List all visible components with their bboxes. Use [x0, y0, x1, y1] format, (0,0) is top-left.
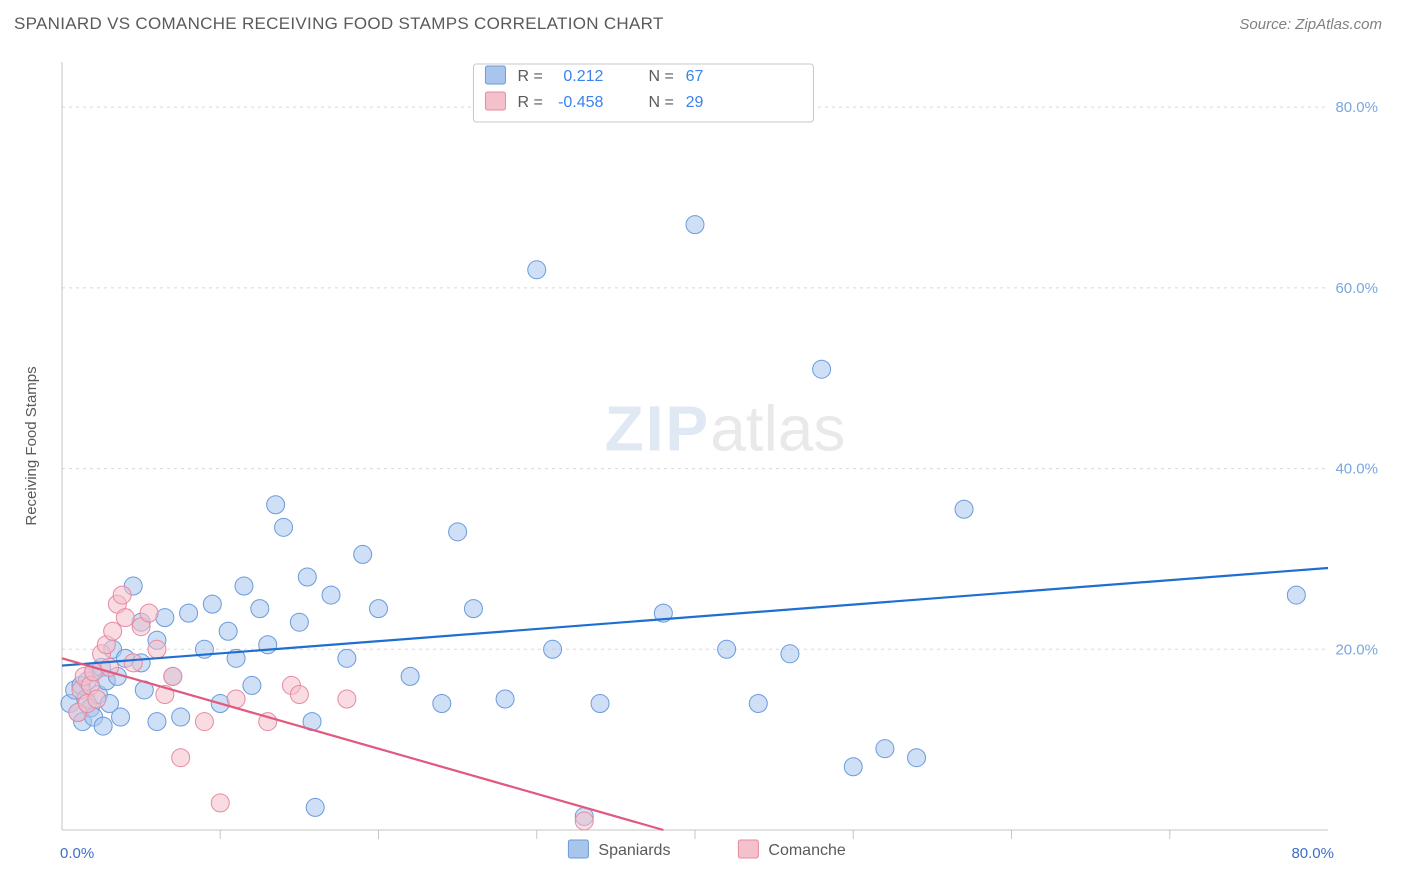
data-point	[251, 600, 269, 618]
legend-swatch	[485, 66, 505, 84]
data-point	[219, 622, 237, 640]
data-point	[290, 613, 308, 631]
data-point	[140, 604, 158, 622]
data-point	[290, 685, 308, 703]
data-point	[544, 640, 562, 658]
data-point	[172, 749, 190, 767]
legend-n-label: N =	[648, 94, 673, 111]
data-point	[370, 600, 388, 618]
y-axis-label: 60.0%	[1335, 280, 1378, 297]
data-point	[88, 690, 106, 708]
data-point	[180, 604, 198, 622]
data-point	[433, 695, 451, 713]
data-point	[781, 645, 799, 663]
data-point	[172, 708, 190, 726]
data-point	[113, 586, 131, 604]
data-point	[575, 812, 593, 830]
chart-container: ZIPatlas 0.0% 80.0% 20.0% 40.0% 60.0% 80.0% Rec…	[18, 48, 1388, 874]
regression-line	[62, 658, 663, 830]
legend-r-label: R =	[517, 94, 542, 111]
data-point	[464, 600, 482, 618]
data-point	[338, 690, 356, 708]
legend-r-label: R =	[517, 68, 542, 85]
data-point	[401, 667, 419, 685]
x-axis-label: 80.0%	[1291, 845, 1334, 862]
y-axis-label: 80.0%	[1335, 99, 1378, 116]
data-point	[354, 545, 372, 563]
data-point	[124, 654, 142, 672]
data-point	[496, 690, 514, 708]
correlation-scatter-chart: ZIPatlas 0.0% 80.0% 20.0% 40.0% 60.0% 80.0% Rec…	[18, 48, 1388, 874]
source-prefix: Source:	[1239, 16, 1295, 33]
data-point	[749, 695, 767, 713]
series-legend-swatch	[738, 840, 758, 858]
data-point	[148, 713, 166, 731]
legend-n-label: N =	[648, 68, 673, 85]
y-axis-label: 40.0%	[1335, 461, 1378, 478]
watermark: ZIPatlas	[605, 393, 846, 465]
data-point	[112, 708, 130, 726]
data-point	[104, 622, 122, 640]
legend-n-value: 67	[686, 68, 704, 85]
data-point	[908, 749, 926, 767]
data-point	[528, 261, 546, 279]
data-point	[844, 758, 862, 776]
data-point	[298, 568, 316, 586]
data-point	[211, 794, 229, 812]
x-axis-label: 0.0%	[60, 845, 94, 862]
y-axis-label: 20.0%	[1335, 641, 1378, 658]
data-point	[306, 798, 324, 816]
data-point	[275, 518, 293, 536]
data-point	[164, 667, 182, 685]
data-point	[449, 523, 467, 541]
header-bar: SPANIARD VS COMANCHE RECEIVING FOOD STAM…	[0, 0, 1406, 42]
source-name: ZipAtlas.com	[1295, 16, 1382, 33]
series-legend-label: Spaniards	[598, 842, 670, 859]
data-point	[116, 609, 134, 627]
data-point	[243, 676, 261, 694]
data-point	[267, 496, 285, 514]
y-axis-title: Receiving Food Stamps	[23, 366, 40, 525]
series-legend-label: Comanche	[768, 842, 845, 859]
data-point	[686, 216, 704, 234]
data-point	[591, 695, 609, 713]
legend-swatch	[485, 92, 505, 110]
legend-r-value: -0.458	[558, 94, 603, 111]
data-point	[718, 640, 736, 658]
legend-n-value: 29	[686, 94, 704, 111]
series-legend-swatch	[568, 840, 588, 858]
data-point	[338, 649, 356, 667]
data-point	[94, 717, 112, 735]
data-point	[1287, 586, 1305, 604]
chart-title: SPANIARD VS COMANCHE RECEIVING FOOD STAM…	[14, 14, 664, 34]
data-point	[955, 500, 973, 518]
data-point	[156, 609, 174, 627]
data-point	[235, 577, 253, 595]
data-point	[813, 360, 831, 378]
data-point	[876, 740, 894, 758]
source-attribution: Source: ZipAtlas.com	[1239, 16, 1382, 33]
data-point	[322, 586, 340, 604]
data-point	[148, 640, 166, 658]
data-point	[203, 595, 221, 613]
data-point	[195, 713, 213, 731]
legend-r-value: 0.212	[563, 68, 603, 85]
